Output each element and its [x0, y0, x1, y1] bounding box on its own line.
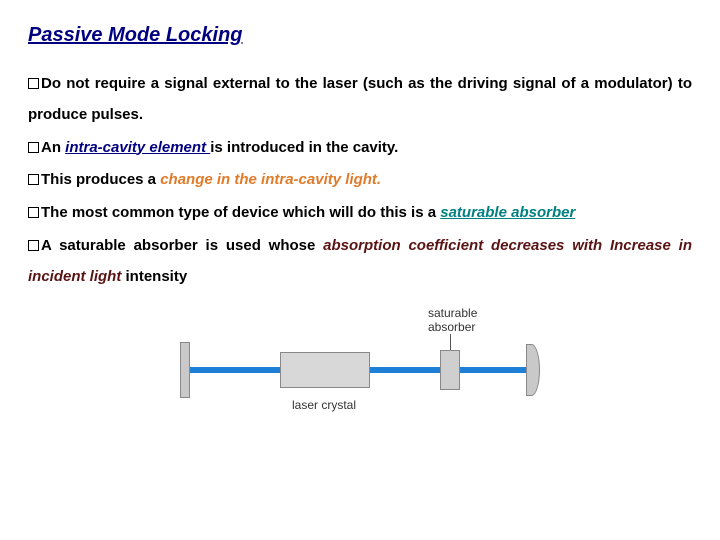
- bullet-4: The most common type of device which wil…: [28, 198, 692, 229]
- bullet-3-emphasis: change in the intra-cavity light.: [160, 171, 381, 188]
- laser-cavity-diagram: laser crystal saturable absorber: [170, 304, 550, 424]
- bullet-1-text: Do not require a signal external to the …: [28, 75, 692, 123]
- label-saturable-1: saturable: [428, 306, 477, 320]
- label-laser-crystal: laser crystal: [292, 398, 356, 412]
- bullet-2-text-b: is introduced in the cavity.: [210, 139, 398, 156]
- laser-crystal: [280, 352, 370, 388]
- bullet-4-emphasis: saturable absorber: [440, 204, 575, 221]
- bullet-5-text-b: intensity: [126, 268, 188, 285]
- bullet-icon: [28, 142, 39, 153]
- mirror-left: [180, 342, 190, 398]
- diagram-container: laser crystal saturable absorber: [28, 304, 692, 424]
- bullet-3: This produces a change in the intra-cavi…: [28, 165, 692, 196]
- label-pointer-line: [450, 334, 451, 350]
- bullet-4-text-a: The most common type of device which wil…: [41, 204, 440, 221]
- bullet-icon: [28, 78, 39, 89]
- bullet-icon: [28, 240, 39, 251]
- bullet-icon: [28, 174, 39, 185]
- bullet-1: Do not require a signal external to the …: [28, 69, 692, 131]
- bullet-2: An intra-cavity element is introduced in…: [28, 133, 692, 164]
- saturable-absorber: [440, 350, 460, 390]
- page-title: Passive Mode Locking: [28, 24, 692, 47]
- bullet-2-emphasis: intra-cavity element: [65, 139, 210, 156]
- label-saturable-2: absorber: [428, 320, 475, 334]
- bullet-5: A saturable absorber is used whose absor…: [28, 231, 692, 293]
- bullet-3-text-a: This produces a: [41, 171, 160, 188]
- bullet-2-text-a: An: [41, 139, 65, 156]
- bullet-5-text-a: A saturable absorber is used whose: [41, 237, 323, 254]
- bullet-icon: [28, 207, 39, 218]
- mirror-right: [526, 344, 540, 396]
